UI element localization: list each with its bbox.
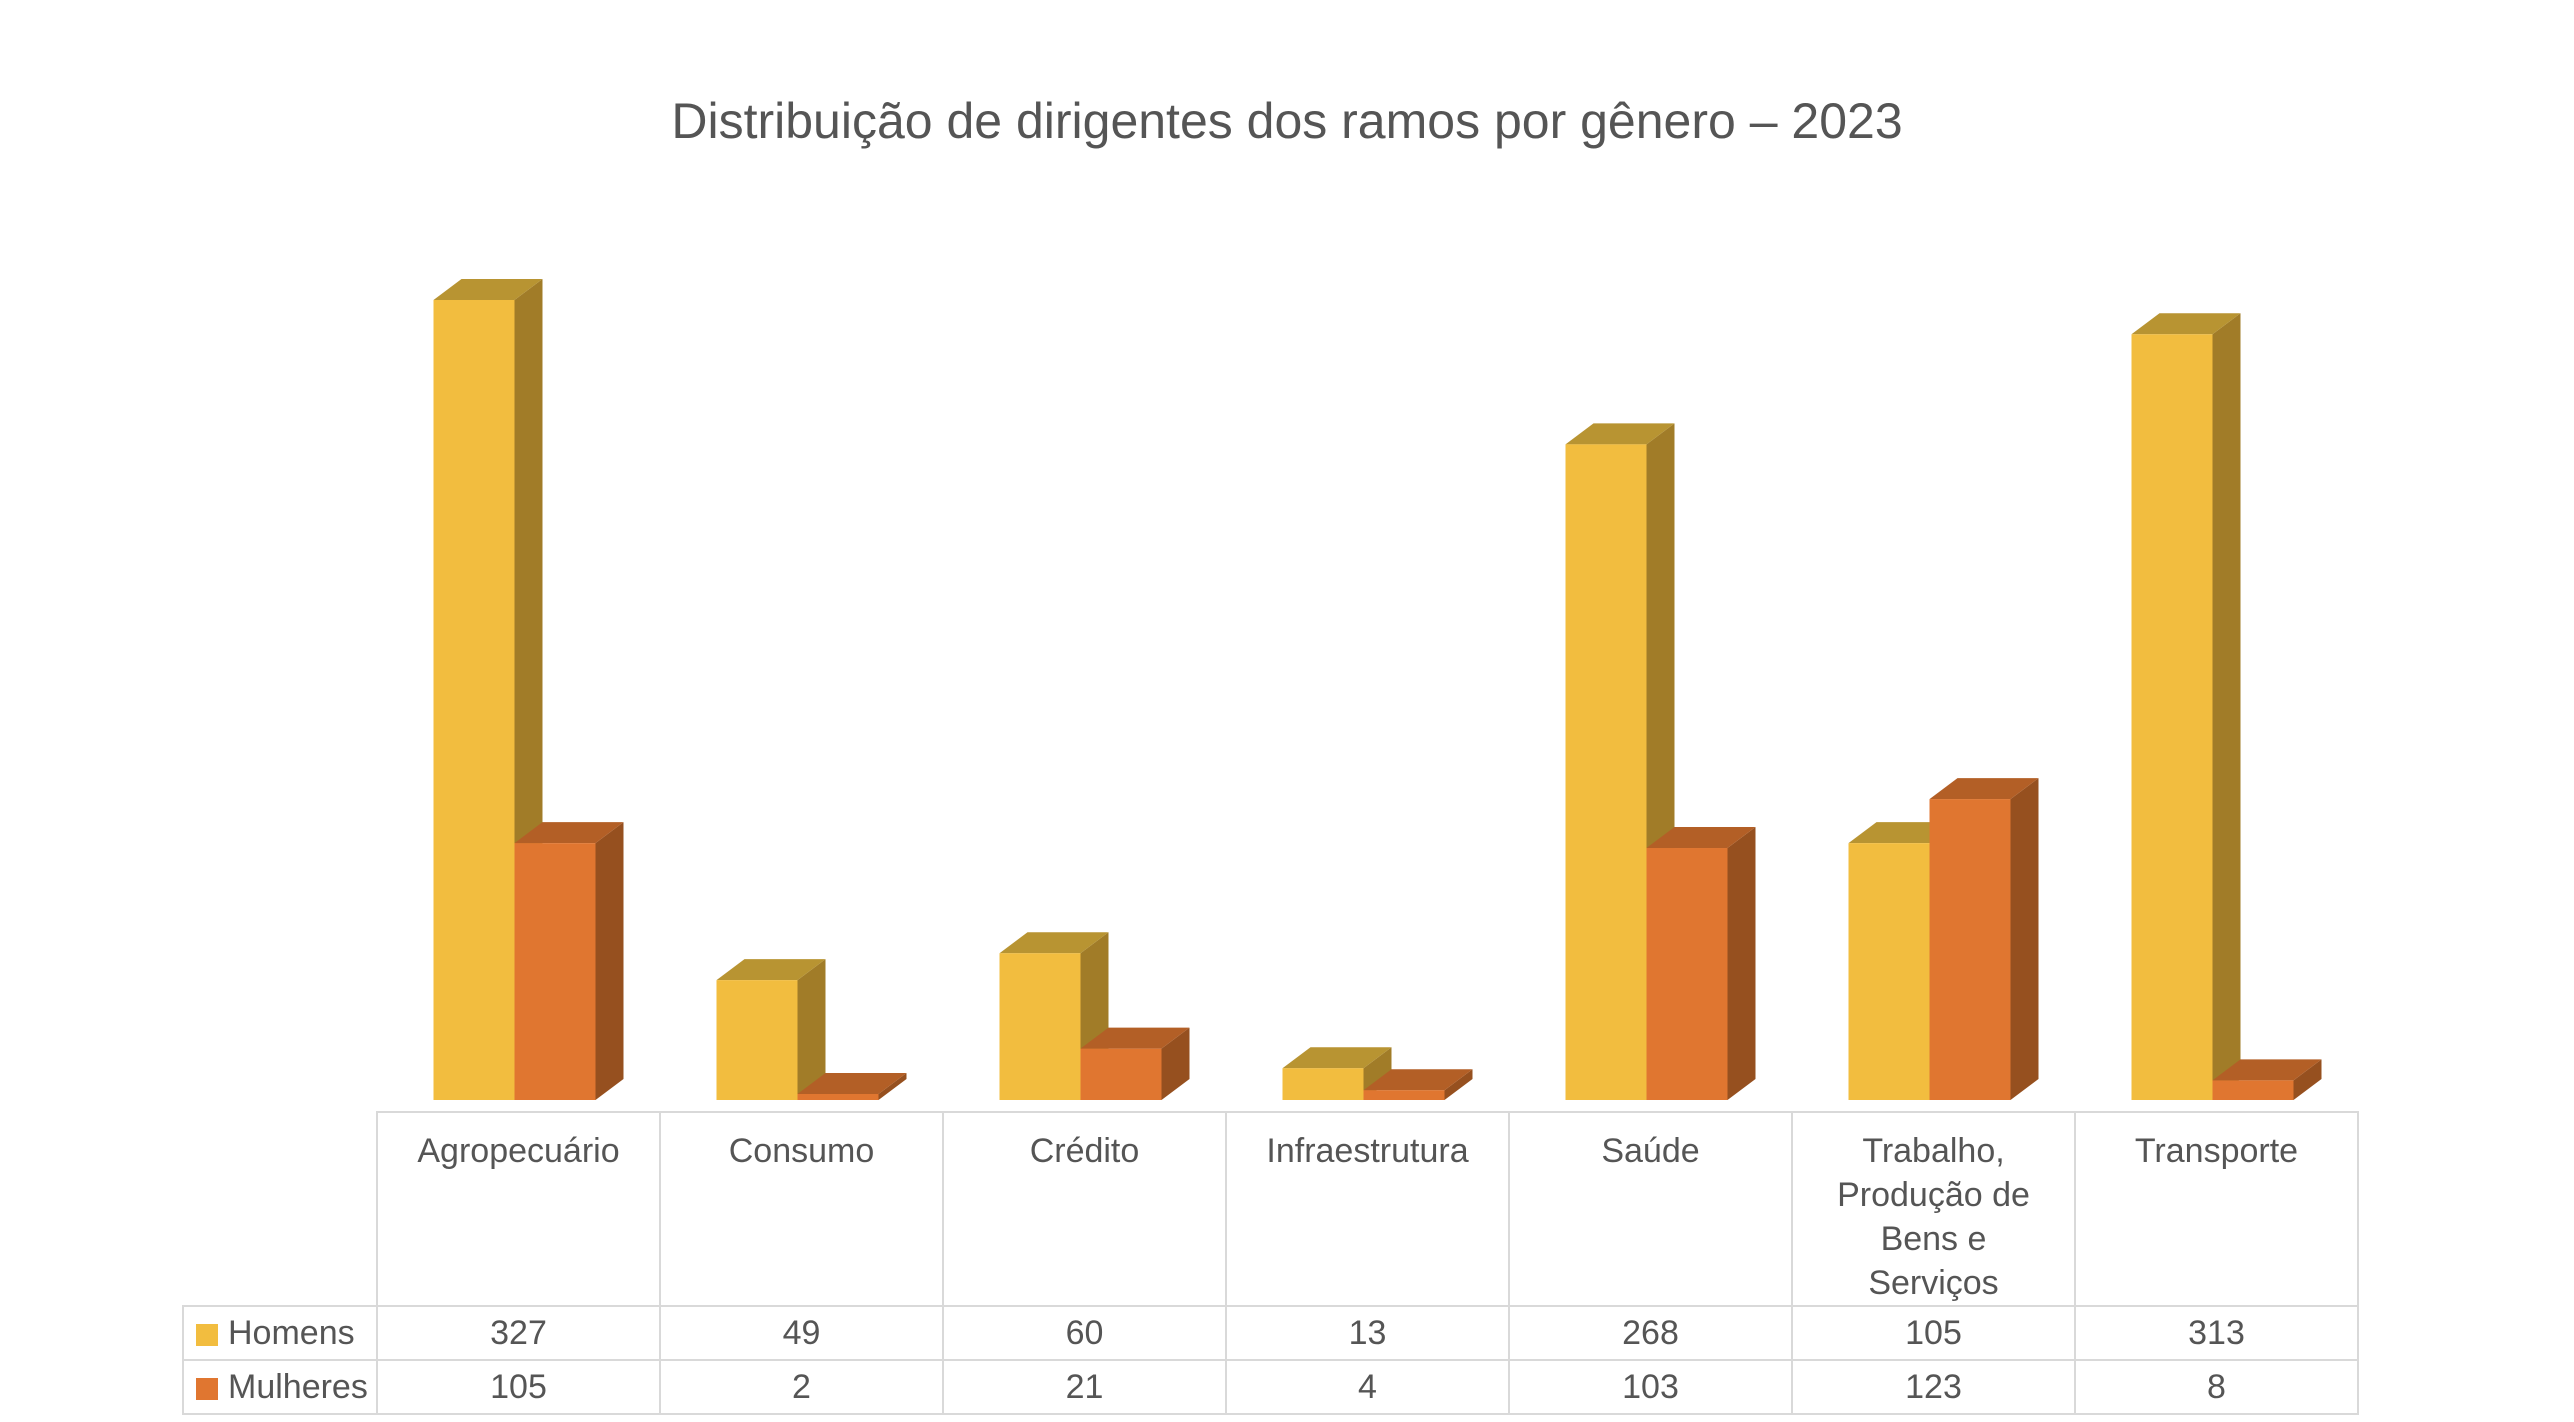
category-label-text: Saúde: [1601, 1132, 1700, 1170]
bar-mulheres: [1363, 1069, 1473, 1100]
bar-mulheres: [2212, 1059, 2322, 1100]
bar-front: [1363, 1090, 1445, 1100]
category-label-text: Agropecuário: [417, 1132, 620, 1170]
category-label-text: Transporte: [2134, 1132, 2299, 1170]
legend-entry-homens: Homens: [182, 1305, 378, 1361]
category-header-row: Agropecuário Consumo Crédito Infraestrut…: [183, 1111, 2359, 1307]
bar-top: [1282, 1047, 1392, 1069]
bar-homens: [2131, 313, 2241, 1101]
value-cell: 123: [1791, 1359, 2076, 1415]
value-cell: 105: [1791, 1305, 2076, 1361]
bar-mulheres: [1646, 827, 1756, 1100]
value-cell: 60: [942, 1305, 1227, 1361]
value-cell: 105: [376, 1359, 661, 1415]
bar-top: [1929, 778, 2039, 800]
bar-side: [2010, 778, 2039, 1100]
legend-key-mulheres: [196, 1378, 218, 1401]
bar-mulheres: [514, 822, 624, 1100]
category-label-text: Consumo: [728, 1132, 875, 1170]
legend-entry-mulheres: Mulheres: [182, 1359, 378, 1415]
value-cell: 2: [659, 1359, 944, 1415]
bar-mulheres: [1929, 778, 2039, 1100]
value-cell: 8: [2074, 1359, 2359, 1415]
bar-front: [1282, 1068, 1364, 1100]
value-cell: 313: [2074, 1305, 2359, 1361]
bar-front: [2131, 334, 2213, 1101]
series-row-homens: Homens 327 49 60 13 268 105 313: [182, 1305, 2359, 1361]
value-cell: 327: [376, 1305, 661, 1361]
bar-front: [1929, 799, 2011, 1100]
category-label-text: Trabalho, Produção de Bens e Serviços: [1837, 1132, 2030, 1302]
bar-top: [1080, 1027, 1190, 1049]
series-name: Mulheres: [228, 1368, 368, 1406]
series-name: Homens: [228, 1314, 355, 1352]
category-label: Agropecuário: [376, 1111, 661, 1307]
value-cell: 13: [1225, 1305, 1510, 1361]
bar-top: [2212, 1059, 2322, 1081]
category-label: Infraestrutura: [1225, 1111, 1510, 1307]
value-cell: 21: [942, 1359, 1227, 1415]
bar-chart: [433, 279, 2322, 1101]
category-label-text: Infraestrutura: [1266, 1132, 1469, 1170]
bar-top: [1646, 827, 1756, 849]
bar-front: [514, 843, 596, 1100]
bar-top: [716, 959, 826, 981]
bar-front: [1848, 843, 1930, 1100]
bar-mulheres: [797, 1073, 907, 1100]
bar-front: [1565, 444, 1647, 1100]
data-table: Agropecuário Consumo Crédito Infraestrut…: [182, 1111, 2359, 1415]
bar-mulheres: [1080, 1027, 1190, 1100]
bar-side: [2212, 313, 2241, 1101]
bar-side: [1161, 1027, 1190, 1100]
value-cell: 103: [1508, 1359, 1793, 1415]
bar-front: [1646, 848, 1728, 1100]
bar-homens: [716, 959, 826, 1100]
legend-key-homens: [196, 1324, 218, 1347]
bar-side: [1727, 827, 1756, 1100]
bar-top: [999, 932, 1109, 954]
table-corner: [183, 1112, 378, 1307]
bar-top: [2131, 313, 2241, 335]
bar-front: [433, 300, 515, 1100]
bar-top: [1363, 1069, 1473, 1091]
series-row-mulheres: Mulheres 105 2 21 4 103 123 8: [182, 1359, 2359, 1415]
bar-side: [878, 1073, 907, 1100]
bar-homens: [999, 932, 1109, 1100]
bar-front: [2212, 1080, 2294, 1100]
value-cell: 49: [659, 1305, 944, 1361]
bar-top: [433, 279, 543, 300]
category-label: Saúde: [1508, 1111, 1793, 1307]
bar-top: [514, 822, 624, 844]
bar-side: [2293, 1059, 2322, 1100]
category-label: Transporte: [2074, 1111, 2359, 1307]
bar-front: [999, 953, 1081, 1100]
bar-top: [1565, 423, 1675, 445]
bar-top: [797, 1073, 907, 1094]
bar-side: [1444, 1069, 1473, 1100]
category-label: Crédito: [942, 1111, 1227, 1307]
bar-side: [797, 959, 826, 1100]
category-label: Trabalho, Produção de Bens e Serviços: [1791, 1111, 2076, 1307]
bar-front: [797, 1094, 879, 1100]
bar-front: [1080, 1048, 1162, 1100]
category-label: Consumo: [659, 1111, 944, 1307]
value-cell: 268: [1508, 1305, 1793, 1361]
bar-side: [595, 822, 624, 1100]
value-cell: 4: [1225, 1359, 1510, 1415]
bar-homens: [1282, 1047, 1392, 1100]
category-label-text: Crédito: [1029, 1132, 1140, 1170]
bar-front: [716, 980, 798, 1100]
chart-title: Distribuição de dirigentes dos ramos por…: [671, 93, 1903, 149]
